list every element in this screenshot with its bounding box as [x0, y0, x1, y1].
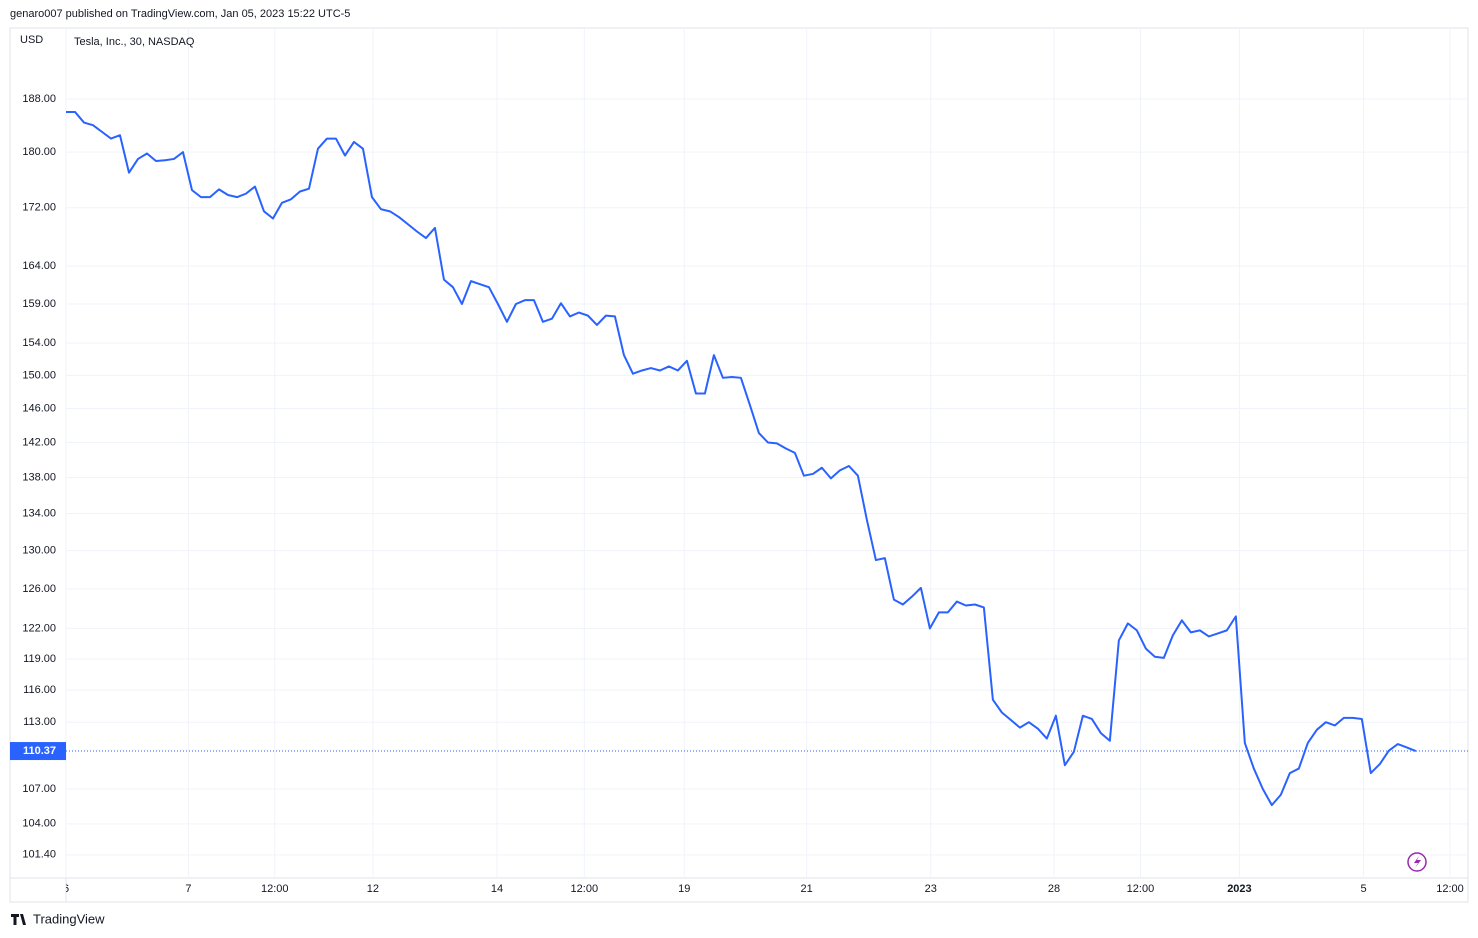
y-tick-label: 159.00 — [22, 298, 56, 310]
y-tick-label: 188.00 — [22, 93, 56, 105]
tradingview-logo: TradingView — [11, 911, 105, 926]
y-tick-label: 172.00 — [22, 202, 56, 214]
x-tick-label: 19 — [678, 883, 690, 895]
symbol-title: Tesla, Inc., 30, NASDAQ — [74, 36, 195, 48]
y-tick-label: 164.00 — [22, 260, 56, 272]
x-axis: 6 7 12:00 12 14 12:00 19 21 23 28 12:00 2023 5 12:00 — [63, 883, 1464, 895]
y-tick-label: 134.00 — [22, 507, 56, 519]
x-tick-label: 7 — [185, 883, 191, 895]
y-tick-label: 154.00 — [22, 337, 56, 349]
x-tick-label: 12:00 — [261, 883, 289, 895]
y-tick-label: 150.00 — [22, 369, 56, 381]
y-tick-label: 101.40 — [22, 849, 56, 861]
publish-header: genaro007 published on TradingView.com, … — [10, 8, 350, 20]
x-tick-label: 5 — [1361, 883, 1367, 895]
x-tick-label: 12:00 — [571, 883, 599, 895]
x-tick-label: 12:00 — [1127, 883, 1155, 895]
price-line — [66, 110, 1417, 807]
y-tick-label: 119.00 — [23, 653, 56, 665]
y-tick-label: 126.00 — [22, 583, 56, 595]
y-tick-label: 138.00 — [22, 471, 56, 483]
logo-text: TradingView — [33, 911, 105, 926]
y-tick-label: 113.00 — [23, 716, 56, 728]
currency-label: USD — [20, 34, 43, 46]
y-tick-label: 122.00 — [22, 622, 56, 634]
x-tick-label: 14 — [491, 883, 503, 895]
x-tick-label: 2023 — [1227, 883, 1251, 895]
plot-area — [66, 110, 1468, 807]
y-tick-label: 116.00 — [23, 684, 56, 696]
x-tick-label: 23 — [925, 883, 937, 895]
x-tick-label: 28 — [1048, 883, 1060, 895]
x-tick-label: 12:00 — [1436, 883, 1464, 895]
y-tick-label: 107.00 — [22, 783, 56, 795]
y-tick-label: 130.00 — [22, 544, 56, 556]
x-tick-label: 21 — [800, 883, 812, 895]
last-price-label: 110.37 — [23, 745, 56, 757]
y-tick-label: 104.00 — [22, 818, 56, 830]
y-axis: 188.00 180.00 172.00 164.00 159.00 154.00 150.… — [10, 93, 66, 861]
grid — [65, 28, 1468, 878]
y-tick-label: 146.00 — [22, 402, 56, 414]
x-tick-label: 6 — [63, 883, 69, 895]
chart-frame — [9, 27, 1469, 903]
y-tick-label: 180.00 — [22, 146, 56, 158]
last-price-badge — [10, 742, 66, 761]
x-tick-label: 12 — [367, 883, 379, 895]
lightning-icon — [1407, 852, 1427, 872]
y-tick-label: 142.00 — [22, 436, 56, 448]
